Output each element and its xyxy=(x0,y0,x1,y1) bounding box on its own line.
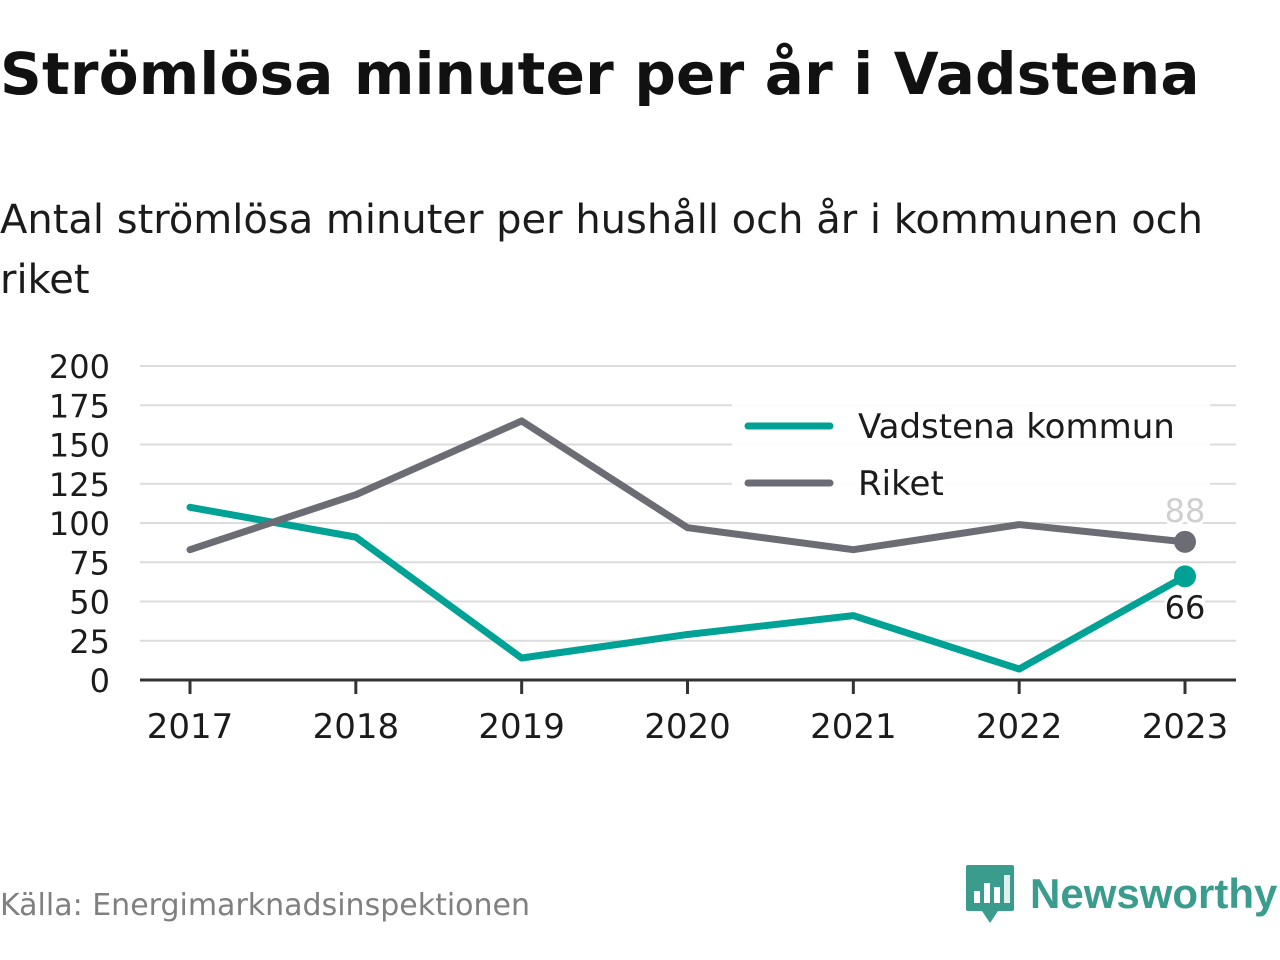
legend-label: Vadstena kommun xyxy=(858,407,1175,447)
legend-background xyxy=(732,402,1210,510)
chart-title: Strömlösa minuter per år i Vadstena xyxy=(0,40,1200,108)
y-tick-label: 100 xyxy=(49,505,110,543)
y-tick-label: 50 xyxy=(69,584,110,622)
brand-logo: Newsworthy xyxy=(964,862,1277,926)
y-tick-label: 200 xyxy=(49,348,110,386)
x-tick-label: 2017 xyxy=(147,707,234,747)
brand-name: Newsworthy xyxy=(1030,870,1278,917)
y-tick-label: 25 xyxy=(69,623,110,661)
x-tick-label: 2019 xyxy=(478,707,565,747)
series-line xyxy=(186,417,1189,554)
chart-subtitle: Antal strömlösa minuter per hushåll och … xyxy=(0,197,1204,303)
y-tick-label: 125 xyxy=(49,466,110,504)
legend-label: Riket xyxy=(858,464,944,504)
end-labels: 66 88 xyxy=(1162,489,1209,630)
y-tick-label: 0 xyxy=(90,662,110,700)
y-tick-label: 175 xyxy=(49,387,110,425)
x-tick-label: 2022 xyxy=(976,707,1063,747)
y-tick-label: 75 xyxy=(69,544,110,582)
series-lines xyxy=(186,417,1196,673)
data-label: 88 xyxy=(1165,492,1206,530)
series-end-point xyxy=(1174,565,1196,588)
legend: Vadstena kommun Riket xyxy=(732,402,1210,510)
series-line xyxy=(186,503,1189,673)
source-note: Källa: Energimarknadsinspektionen xyxy=(0,888,531,923)
y-tick-label: 150 xyxy=(49,427,110,465)
x-tick-label: 2023 xyxy=(1142,707,1229,747)
x-tick-label: 2021 xyxy=(810,707,897,747)
x-tick-label: 2018 xyxy=(313,707,400,747)
newsworthy-logo-icon xyxy=(966,865,1014,923)
data-label: 66 xyxy=(1165,588,1206,626)
series-end-point xyxy=(1174,530,1196,553)
x-tick-label: 2020 xyxy=(644,707,731,747)
